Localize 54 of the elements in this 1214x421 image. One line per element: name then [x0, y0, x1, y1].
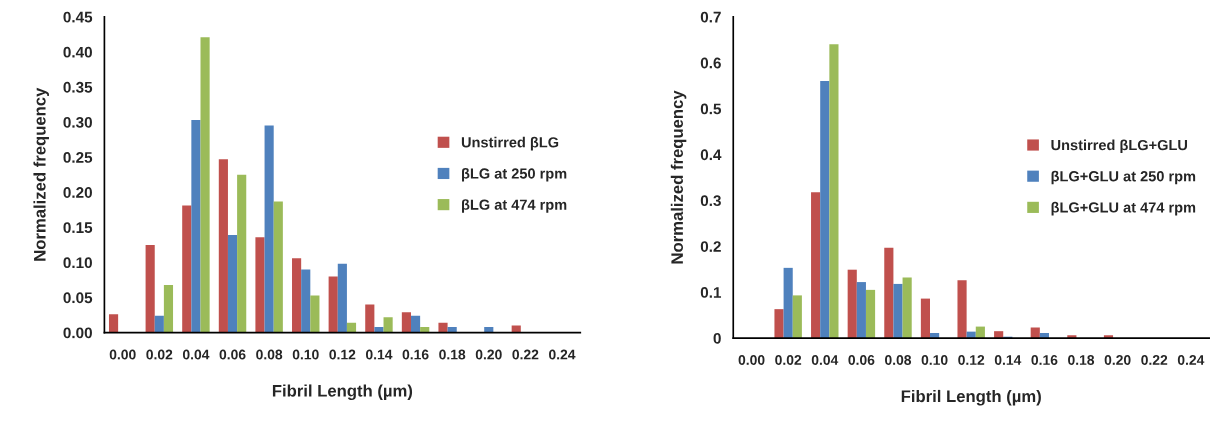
- x-axis-title: Fibril Length (µm): [901, 389, 1041, 406]
- x-tick-label: 0.02: [146, 349, 173, 360]
- x-tick-label: 0.20: [475, 349, 502, 360]
- y-axis-title: Normalized frequency: [670, 90, 687, 264]
- y-tick-label: 0.3: [700, 195, 721, 207]
- y-tick-label: 0.15: [63, 222, 93, 234]
- legend-label: βLG+GLU at 474 rpm: [1051, 201, 1196, 216]
- legend-label: Unstirred βLG+GLU: [1051, 139, 1188, 154]
- legend-label: βLG at 474 rpm: [462, 199, 567, 213]
- x-tick-label: 0.08: [885, 355, 912, 365]
- x-tick-label: 0.24: [549, 349, 576, 360]
- y-tick-label: 0.5: [700, 103, 722, 115]
- x-tick-label: 0.10: [921, 355, 948, 365]
- legend-label: βLG at 250 rpm: [462, 167, 567, 182]
- y-tick-label: 0.7: [700, 11, 721, 23]
- x-tick-label: 0.20: [1104, 355, 1131, 365]
- x-tick-label: 0.14: [994, 355, 1022, 365]
- x-tick-label: 0.08: [256, 349, 283, 360]
- y-tick-label: 0.40: [63, 46, 92, 58]
- x-tick-label: 0.22: [512, 349, 539, 360]
- y-tick-label: 0.10: [63, 257, 92, 269]
- x-tick-label: 0.12: [958, 355, 985, 365]
- x-tick-label: 0.16: [402, 349, 429, 360]
- y-tick-label: 0.1: [700, 287, 722, 298]
- x-tick-label: 0.02: [775, 355, 802, 365]
- y-tick-label: 0.4: [700, 149, 722, 161]
- y-tick-label: 0.6: [700, 57, 721, 69]
- y-tick-label: 0.25: [63, 152, 93, 163]
- x-tick-label: 0.22: [1141, 355, 1168, 365]
- y-axis-title: Normalized frequency: [33, 87, 49, 261]
- legend-label: βLG+GLU at 250 rpm: [1051, 170, 1196, 185]
- x-tick-label: 0.14: [365, 349, 393, 360]
- x-tick-label: 0.12: [329, 349, 356, 360]
- y-tick-label: 0.2: [700, 241, 721, 252]
- x-tick-label: 0.04: [182, 349, 210, 360]
- y-tick-label: 0.35: [63, 81, 93, 93]
- y-tick-label: 0.30: [63, 116, 92, 128]
- x-tick-label: 0.10: [292, 349, 319, 360]
- x-tick-label: 0.18: [439, 349, 466, 360]
- y-tick-label: 0.00: [63, 327, 92, 339]
- y-tick-label: 0.05: [63, 292, 93, 304]
- x-tick-label: 0.00: [738, 355, 765, 365]
- x-tick-label: 0.06: [219, 349, 246, 360]
- x-tick-label: 0.24: [1177, 355, 1205, 365]
- legend-label: Unstirred βLG: [461, 136, 559, 151]
- y-tick-label: 0.45: [63, 11, 93, 23]
- x-axis-title: Fibril Length (µm): [272, 384, 413, 401]
- x-tick-label: 0.18: [1068, 355, 1095, 365]
- x-tick-label: 0.00: [109, 349, 136, 360]
- x-tick-label: 0.16: [1031, 355, 1058, 365]
- x-tick-label: 0.06: [848, 355, 875, 365]
- y-tick-label: 0: [713, 332, 721, 344]
- y-tick-label: 0.20: [63, 187, 92, 198]
- x-tick-label: 0.04: [811, 355, 839, 365]
